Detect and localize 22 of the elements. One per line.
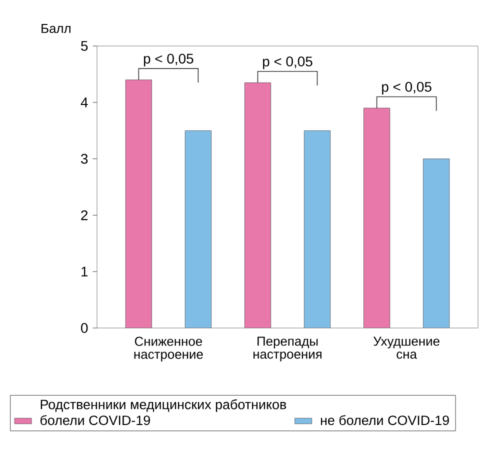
bar bbox=[184, 130, 212, 328]
y-axis-title: Балл bbox=[42, 24, 70, 34]
bar bbox=[304, 130, 331, 328]
annotation: p < 0,05 bbox=[263, 56, 312, 70]
annotation: p < 0,05 bbox=[382, 82, 432, 95]
bar bbox=[125, 80, 152, 328]
annotation: p < 0,05 bbox=[144, 54, 194, 66]
x-tick-label: Перепады настроения bbox=[254, 336, 322, 362]
y-tick-label: 4 bbox=[80, 98, 88, 108]
y-tick-label: 0 bbox=[81, 323, 88, 333]
y-tick-label: 3 bbox=[81, 154, 88, 164]
bar bbox=[244, 82, 272, 328]
legend-title: Родственники медицинских работников bbox=[40, 399, 286, 412]
legend-label: не болели COVID-19 bbox=[320, 415, 449, 426]
y-tick-label: 2 bbox=[81, 210, 88, 220]
x-tick-label: Ухудшение сна bbox=[373, 336, 440, 359]
bar bbox=[423, 158, 450, 328]
x-tick-label: Сниженное настроение bbox=[134, 336, 203, 362]
y-tick-label: 1 bbox=[82, 266, 88, 276]
legend-label: болели COVID-19 bbox=[40, 415, 150, 426]
bar bbox=[364, 108, 390, 328]
y-tick-label: 5 bbox=[81, 41, 88, 51]
